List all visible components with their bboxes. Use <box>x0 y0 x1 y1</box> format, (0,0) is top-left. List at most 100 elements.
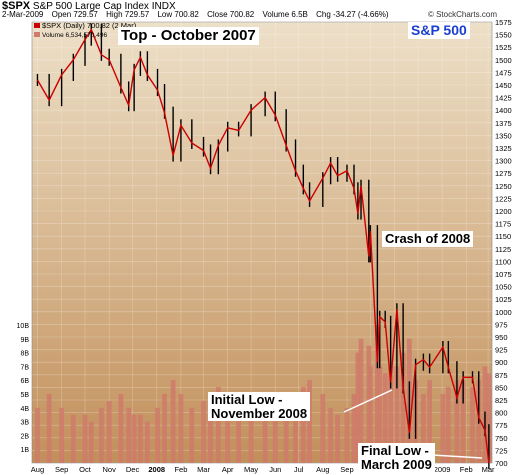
volume-bar <box>293 394 298 463</box>
volume-tick-label: 1B <box>20 447 29 454</box>
y-tick-label: 975 <box>495 320 508 329</box>
volume-bar <box>470 387 475 463</box>
volume-bar <box>178 394 184 463</box>
pointer-final-low <box>431 454 483 459</box>
symbol-line: $SPX S&P 500 Large Cap Index INDX <box>2 0 176 12</box>
y-tick-label: 725 <box>495 446 508 455</box>
volume-tick-label: 8B <box>20 351 29 358</box>
y-tick-label: 1150 <box>495 232 511 241</box>
volume-bar <box>445 387 451 463</box>
y-tick-label: 1425 <box>495 94 512 103</box>
volume-bar <box>355 352 361 463</box>
pointer-initial-low <box>343 389 393 413</box>
x-tick-label: Nov <box>103 465 117 474</box>
chart-header: $SPX S&P 500 Large Cap Index INDX 2-Mar-… <box>0 0 525 22</box>
final-low-line1: Final Low - <box>361 443 429 458</box>
volume-bar <box>440 394 446 463</box>
legend-volume-label: Volume 6,534,570,496 <box>42 32 107 39</box>
volume-bar <box>46 394 52 463</box>
volume-bar <box>118 394 124 463</box>
y-tick-label: 1275 <box>495 169 512 178</box>
volume-tick-label: 10B <box>17 323 30 330</box>
x-tick-label: Aug <box>31 465 44 474</box>
y-tick-label: 875 <box>495 371 508 380</box>
y-tick-label: 1575 <box>495 18 512 27</box>
volume-bar <box>236 407 242 463</box>
volume-bar <box>144 421 150 463</box>
volume-bar <box>126 407 132 463</box>
x-tick-label: Mar <box>197 465 210 474</box>
volume-bar <box>208 394 213 463</box>
volume-bar <box>98 407 104 463</box>
volume-bar <box>394 366 400 463</box>
volume-bar <box>328 407 334 463</box>
volume-tick-label: 3B <box>20 420 29 427</box>
volume-bar <box>88 421 94 463</box>
y-tick-label: 825 <box>495 396 508 405</box>
volume-bar <box>320 394 326 463</box>
volume-bar <box>454 380 460 463</box>
x-tick-label: 2009 <box>434 465 451 474</box>
x-tick-label: Feb <box>460 465 473 474</box>
y-tick-label: 1225 <box>495 194 512 203</box>
volume-bar <box>215 387 221 463</box>
y-tick-label: 1075 <box>495 270 512 279</box>
y-tick-label: 1250 <box>495 182 512 191</box>
legend-price-label: $SPX (Daily) 700.82 (2 Mar) <box>42 21 137 30</box>
legend-volume-swatch <box>34 32 40 37</box>
y-tick-label: 1125 <box>495 245 511 254</box>
x-tick-label: Aug <box>316 465 329 474</box>
y-tick-label: 1475 <box>495 68 512 77</box>
quote-close: Close 700.82 <box>207 10 255 19</box>
x-tick-label: Feb <box>174 465 187 474</box>
volume-bar <box>262 414 268 463</box>
y-tick-label: 1500 <box>495 56 512 65</box>
volume-bar <box>486 373 492 463</box>
y-tick-label: 1400 <box>495 106 512 115</box>
y-tick-label: 1100 <box>495 257 511 266</box>
y-tick-label: 1025 <box>495 295 512 304</box>
y-tick-label: 1050 <box>495 283 512 292</box>
volume-bar <box>82 414 88 463</box>
initial-low-line1: Initial Low - <box>211 392 283 407</box>
annotation-top: Top - October 2007 <box>118 27 259 45</box>
index-name: S&P 500 Large Cap Index <box>32 1 149 12</box>
y-tick-label: 850 <box>495 383 508 392</box>
y-tick-label: 1550 <box>495 31 512 40</box>
y-tick-label: 1525 <box>495 43 512 52</box>
volume-bar <box>420 394 426 463</box>
y-tick-label: 1325 <box>495 144 512 153</box>
volume-bar <box>382 373 388 463</box>
x-tick-label: Apr <box>222 465 234 474</box>
volume-bar <box>307 380 312 463</box>
volume-bar <box>137 414 143 463</box>
annotation-initial-low: Initial Low - November 2008 <box>208 392 311 422</box>
volume-bar <box>131 414 137 463</box>
y-tick-label: 700 <box>495 459 508 468</box>
volume-tick-label: 9B <box>20 337 29 344</box>
volume-bar <box>351 394 357 463</box>
y-tick-label: 900 <box>495 358 508 367</box>
x-tick-label: Sep <box>55 465 68 474</box>
volume-bar <box>344 407 350 463</box>
volume-bar <box>358 338 364 463</box>
x-tick-label: Oct <box>79 465 92 474</box>
price-line <box>36 28 490 464</box>
y-tick-label: 925 <box>495 346 508 355</box>
x-tick-label: Mar <box>482 465 495 474</box>
y-tick-label: 1375 <box>495 119 512 128</box>
annotation-crash: Crash of 2008 <box>382 231 474 247</box>
x-tick-label: Dec <box>126 465 140 474</box>
y-tick-label: 1200 <box>495 207 512 216</box>
y-tick-label: 1300 <box>495 157 512 166</box>
quote-line: 2-Mar-2009 Open 729.57 High 729.57 Low 7… <box>2 10 395 19</box>
quote-date: 2-Mar-2009 <box>2 10 44 19</box>
volume-bar <box>377 366 383 463</box>
quote-low: Low 700.82 <box>157 10 199 19</box>
y-tick-label: 1350 <box>495 131 512 140</box>
volume-bar <box>272 414 278 463</box>
volume-bar <box>162 394 167 463</box>
y-tick-label: 1175 <box>495 220 511 229</box>
volume-bar <box>427 380 433 463</box>
